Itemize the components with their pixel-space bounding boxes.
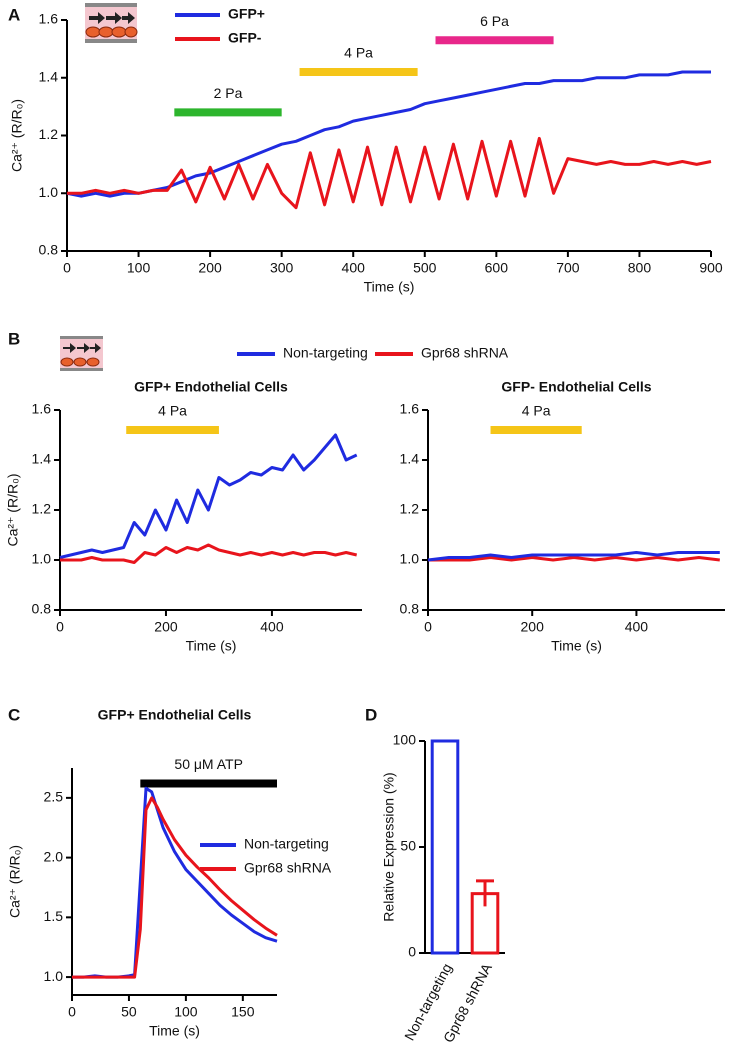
x-tick-label: 500	[413, 260, 437, 276]
stimulus-label: 4 Pa	[522, 403, 551, 419]
series-line	[60, 543, 358, 564]
x-tick-label: 0	[424, 619, 432, 635]
y-tick-label: 1.0	[44, 968, 64, 984]
stimulus-label: 4 Pa	[158, 403, 187, 419]
y-tick-label: 0.8	[400, 601, 420, 617]
x-tick-label: 200	[154, 619, 178, 635]
x-tick-label: 200	[198, 260, 222, 276]
y-tick-label: 100	[393, 732, 417, 748]
panel-label: A	[8, 5, 20, 24]
x-tick-label: 400	[342, 260, 366, 276]
x-axis-label: Time (s)	[149, 1023, 200, 1039]
x-tick-label: 700	[556, 260, 580, 276]
y-tick-label: 1.2	[39, 126, 59, 142]
legend-label: Gpr68 shRNA	[244, 860, 332, 876]
x-tick-label: 800	[628, 260, 652, 276]
y-tick-label: 1.0	[400, 551, 420, 567]
y-tick-label: 1.5	[44, 908, 64, 924]
y-tick-label: 1.0	[32, 551, 52, 567]
y-tick-label: 1.0	[39, 184, 59, 200]
x-tick-label: 600	[485, 260, 509, 276]
chart-title: GFP+ Endothelial Cells	[98, 707, 252, 723]
x-tick-label: 0	[63, 260, 71, 276]
stimulus-label: 50 μM ATP	[174, 756, 243, 772]
error-bar	[476, 879, 494, 907]
y-axis-label: Ca²⁺ (R/R₀)	[9, 99, 25, 172]
x-axis-label: Time (s)	[551, 638, 602, 654]
y-axis-label: Ca²⁺ (R/R₀)	[7, 845, 23, 918]
x-tick-label: 200	[521, 619, 545, 635]
y-axis-label: Relative Expression (%)	[381, 772, 397, 921]
x-axis-label: Time (s)	[186, 638, 237, 654]
x-tick-label: 50	[121, 1004, 137, 1020]
series-line	[428, 556, 720, 562]
stimulus-label: 2 Pa	[214, 85, 243, 101]
x-axis-label: Time (s)	[364, 279, 415, 295]
series-line	[67, 136, 712, 210]
flow-icon-a	[85, 3, 138, 43]
y-tick-label: 0.8	[39, 242, 59, 258]
legend-label: Non-targeting	[244, 836, 329, 852]
y-tick-label: 2.0	[44, 848, 64, 864]
panel-label: B	[8, 329, 20, 348]
y-tick-label: 1.4	[39, 68, 59, 84]
y-tick-label: 50	[400, 838, 416, 854]
stimulus-label: 6 Pa	[480, 13, 509, 29]
stimulus-label: 4 Pa	[344, 45, 373, 61]
x-tick-label: 400	[260, 619, 284, 635]
legend-label: GFP+	[228, 6, 265, 22]
series-line	[66, 70, 711, 198]
chart-title: GFP- Endothelial Cells	[501, 379, 651, 395]
x-tick-label: 400	[625, 619, 649, 635]
x-tick-label: 900	[699, 260, 723, 276]
y-tick-label: 0	[408, 944, 416, 960]
x-tick-label: 100	[174, 1004, 198, 1020]
series-line	[59, 433, 358, 559]
x-tick-label: 100	[127, 260, 151, 276]
legend-label: Gpr68 shRNA	[421, 345, 509, 361]
y-tick-label: 0.8	[32, 601, 52, 617]
legend-label: Non-targeting	[283, 345, 368, 361]
flow-icon-b	[60, 336, 103, 371]
x-tick-label: 300	[270, 260, 294, 276]
y-tick-label: 1.4	[400, 451, 420, 467]
y-axis-label: Ca²⁺ (R/R₀)	[5, 473, 21, 546]
y-tick-label: 1.6	[32, 401, 52, 417]
panel-label: D	[365, 705, 377, 724]
y-tick-label: 1.4	[32, 451, 52, 467]
y-tick-label: 1.2	[400, 501, 420, 517]
series-line	[72, 786, 278, 979]
y-tick-label: 2.5	[44, 789, 64, 805]
x-tick-label: 150	[231, 1004, 255, 1020]
panel-label: C	[8, 705, 20, 724]
bar	[430, 739, 460, 955]
series-line	[72, 796, 278, 979]
x-tick-label: 0	[56, 619, 64, 635]
x-tick-label: 0	[68, 1004, 76, 1020]
y-tick-label: 1.6	[39, 11, 59, 27]
y-tick-label: 1.6	[400, 401, 420, 417]
legend-label: GFP-	[228, 30, 262, 46]
chart-title: GFP+ Endothelial Cells	[134, 379, 288, 395]
series-line	[427, 551, 720, 562]
y-tick-label: 1.2	[32, 501, 52, 517]
